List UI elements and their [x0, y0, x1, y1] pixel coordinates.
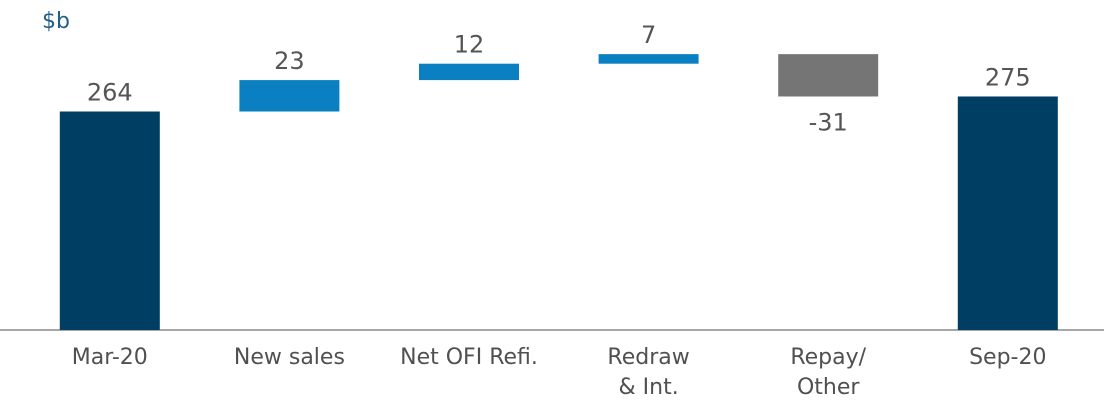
bar [59, 111, 160, 330]
bar [239, 80, 340, 112]
x-tick-label: Redraw & Int. [607, 345, 690, 400]
data-label: 264 [87, 78, 133, 106]
unit-label: $b [42, 9, 70, 34]
x-tick-label: Net OFI Refi. [400, 345, 538, 370]
bar [957, 96, 1058, 330]
bar [598, 54, 699, 64]
data-label: -31 [809, 108, 848, 136]
x-tick-label: Repay/ Other [790, 345, 867, 400]
data-label: 275 [985, 63, 1031, 91]
bar [419, 63, 519, 81]
data-label: 23 [274, 47, 305, 75]
x-tick-label: New sales [233, 345, 345, 370]
x-tick-label: Mar-20 [71, 345, 148, 370]
data-label: 12 [454, 31, 485, 59]
bar [778, 54, 879, 97]
data-label: 7 [641, 21, 656, 49]
x-tick-label: Sep-20 [969, 345, 1047, 370]
